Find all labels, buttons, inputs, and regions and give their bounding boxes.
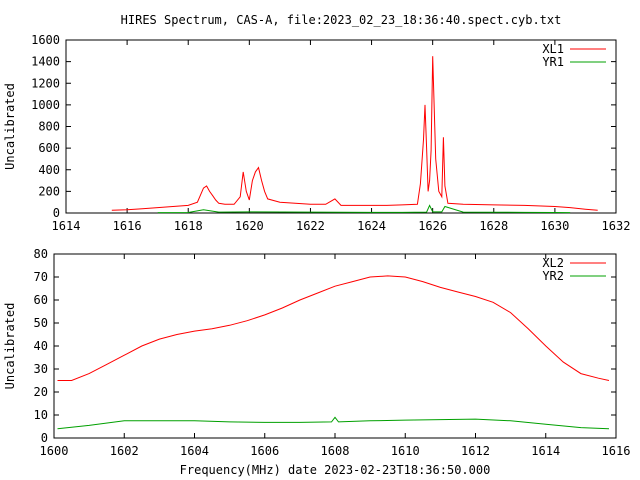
bottom-y-axis-label: Uncalibrated [3,303,17,390]
bottom-y-tick-label: 70 [34,270,48,284]
bottom-y-tick-label: 30 [34,362,48,376]
top-legend-label-yr1: YR1 [542,55,564,69]
top-x-tick-label: 1622 [296,219,325,233]
bottom-x-tick-label: 1614 [531,444,560,458]
top-x-tick-label: 1616 [113,219,142,233]
bottom-x-tick-label: 1610 [391,444,420,458]
top-series-line-yr1 [157,204,571,214]
bottom-x-tick-label: 1616 [602,444,631,458]
bottom-plot-frame [53,253,617,439]
top-x-tick-label: 1620 [235,219,264,233]
bottom-y-tick-label: 60 [34,293,48,307]
bottom-x-axis-label: Frequency(MHz) date 2023-02-23T18:36:50.… [180,463,491,477]
top-y-tick-label: 800 [38,120,60,134]
top-series-line-xl1 [111,56,598,211]
top-y-tick-label: 400 [38,163,60,177]
bottom-series-line-xl2 [57,275,610,381]
bottom-y-tick-label: 80 [34,247,48,261]
bottom-series-line-yr2 [57,416,610,430]
top-y-tick-label: 1600 [31,33,60,47]
bottom-x-tick-label: 1604 [180,444,209,458]
top-chart-panel: 1614 1616 1618 1620 1622 1624 1626 1628 1630 1632… [3,33,630,233]
bottom-legend-label-xl2: XL2 [542,256,564,270]
bottom-x-tick-label: 1606 [250,444,279,458]
top-plot-frame [65,39,617,214]
top-legend-label-xl1: XL1 [542,42,564,56]
top-x-tick-label: 1618 [174,219,203,233]
chart-title: HIRES Spectrum, CAS-A, file:2023_02_23_1… [121,13,562,27]
top-y-tick-label: 0 [53,206,60,220]
top-x-tick-label: 1624 [357,219,386,233]
top-y-tick-label: 1000 [31,98,60,112]
bottom-y-tick-label: 0 [41,431,48,445]
top-y-axis-label: Uncalibrated [3,83,17,170]
top-x-tick-label: 1630 [540,219,569,233]
top-y-tick-label: 1200 [31,76,60,90]
bottom-y-tick-label: 40 [34,339,48,353]
bottom-y-tick-label: 20 [34,385,48,399]
bottom-chart-panel: 1600 1602 1604 1606 1608 1610 1612 1614 1616 0 10 2… [3,247,630,477]
bottom-x-tick-label: 1608 [321,444,350,458]
top-y-tick-label: 200 [38,184,60,198]
top-x-tick-label: 1626 [418,219,447,233]
bottom-x-tick-label: 1600 [40,444,69,458]
bottom-y-tick-label: 10 [34,408,48,422]
top-y-tick-label: 1400 [31,55,60,69]
top-x-tick-label: 1614 [52,219,81,233]
top-x-tick-label: 1632 [602,219,631,233]
top-x-tick-label: 1628 [479,219,508,233]
bottom-legend-label-yr2: YR2 [542,269,564,283]
bottom-x-tick-label: 1612 [461,444,490,458]
top-y-tick-label: 600 [38,141,60,155]
bottom-x-tick-label: 1602 [110,444,139,458]
bottom-y-tick-label: 50 [34,316,48,330]
